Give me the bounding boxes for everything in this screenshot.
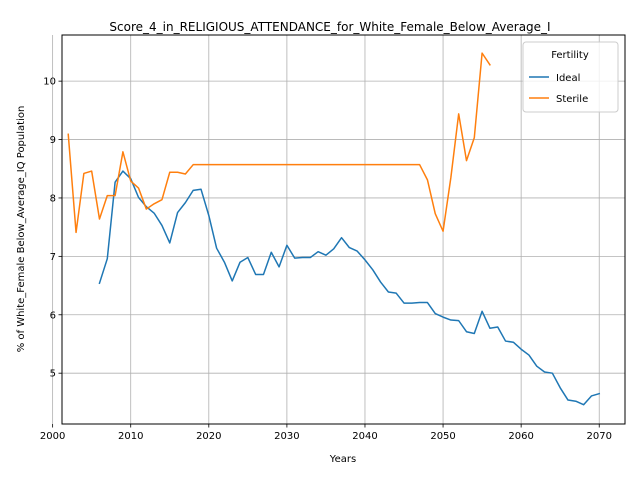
legend-label-ideal: Ideal <box>556 73 580 84</box>
x-tick-label: 2030 <box>274 431 299 442</box>
x-tick-label: 2040 <box>352 431 377 442</box>
y-tick-label: 5 <box>50 369 56 380</box>
legend-label-sterile: Sterile <box>556 94 588 105</box>
y-tick-label: 7 <box>50 252 56 263</box>
series-line-sterile <box>67 52 491 234</box>
y-tick-label: 9 <box>50 135 56 146</box>
x-tick-label: 2000 <box>40 431 65 442</box>
x-tick-label: 2070 <box>587 431 612 442</box>
chart-title: Score_4_in_RELIGIOUS_ATTENDANCE_for_Whit… <box>109 20 550 34</box>
y-tick-label: 8 <box>50 193 56 204</box>
x-tick-label: 2050 <box>430 431 455 442</box>
series-line-ideal <box>98 170 601 406</box>
plot-frame <box>61 34 626 425</box>
axis-ticks: 2000 2010 2020 2030 2040 2050 2060 2070 5 6 7 8 9 10 <box>40 77 612 442</box>
y-tick-label: 10 <box>43 77 56 88</box>
x-tick-label: 2010 <box>118 431 143 442</box>
y-tick-label: 6 <box>50 310 56 321</box>
legend: Fertility Ideal Sterile <box>522 41 619 113</box>
series-layer <box>67 52 601 406</box>
legend-title: Fertility <box>551 50 589 61</box>
y-axis-label: % of White_Female Below_Average_IQ Popul… <box>16 106 27 353</box>
x-axis-label: Years <box>329 454 356 465</box>
x-tick-label: 2020 <box>196 431 221 442</box>
legend-box <box>522 41 619 113</box>
x-tick-label: 2060 <box>508 431 533 442</box>
